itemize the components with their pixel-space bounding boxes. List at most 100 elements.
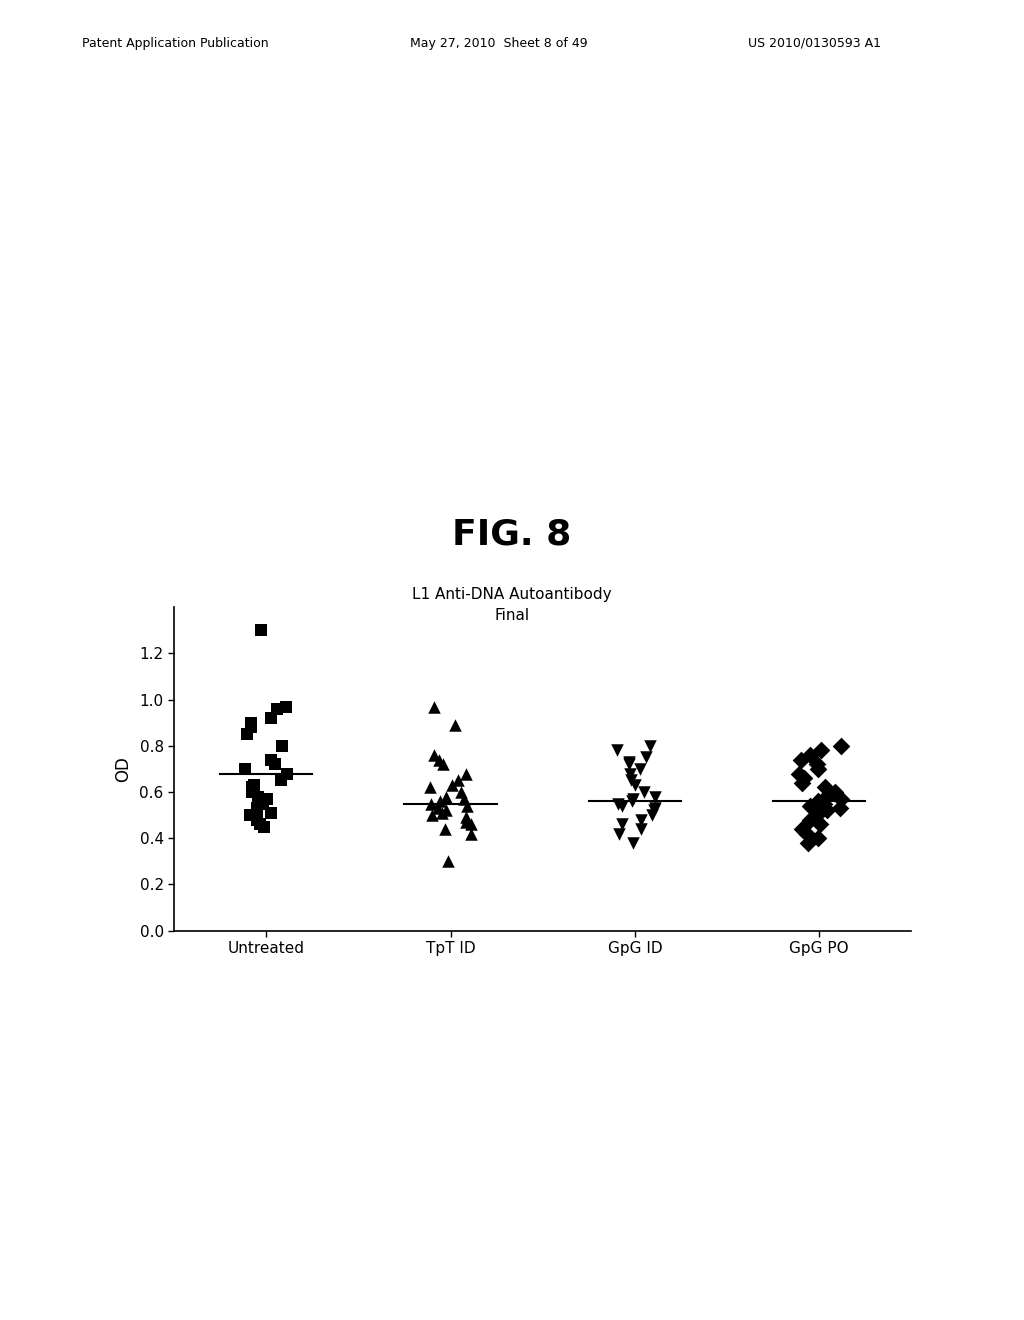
Point	[256, 816, 272, 837]
Point	[249, 797, 265, 818]
Point	[643, 804, 659, 826]
Point	[817, 776, 834, 797]
Point	[459, 763, 475, 784]
Point	[278, 696, 294, 717]
Point	[833, 797, 849, 818]
Point	[438, 800, 455, 821]
Point	[810, 791, 826, 812]
Point	[279, 763, 295, 784]
Point	[463, 813, 479, 836]
Point	[621, 751, 637, 772]
Point	[625, 833, 641, 854]
Point	[246, 775, 262, 796]
Point	[833, 735, 849, 756]
Point	[259, 788, 275, 809]
Point	[625, 788, 641, 809]
Point	[255, 793, 271, 814]
Point	[431, 791, 447, 812]
Point	[623, 770, 639, 791]
Point	[633, 809, 649, 830]
Point	[810, 758, 826, 779]
Point	[243, 717, 259, 738]
Point	[426, 744, 442, 766]
Point	[430, 797, 446, 818]
Point	[268, 698, 285, 719]
Point	[456, 788, 472, 809]
Point	[262, 708, 279, 729]
Point	[647, 797, 664, 818]
Text: FIG. 8: FIG. 8	[453, 517, 571, 552]
Point	[244, 781, 260, 803]
Point	[793, 748, 809, 770]
Point	[808, 804, 824, 826]
Point	[253, 619, 269, 640]
Point	[647, 785, 664, 807]
Point	[646, 800, 663, 821]
Point	[244, 776, 260, 797]
Point	[614, 813, 631, 836]
Point	[609, 793, 626, 814]
Text: Patent Application Publication: Patent Application Publication	[82, 37, 268, 50]
Point	[458, 807, 474, 828]
Point	[423, 793, 439, 814]
Point	[802, 809, 818, 830]
Point	[250, 785, 266, 807]
Point	[802, 744, 818, 766]
Point	[435, 754, 452, 775]
Point	[434, 803, 451, 824]
Point	[252, 813, 268, 836]
Point	[818, 800, 835, 821]
Point	[641, 735, 657, 756]
Text: US 2010/0130593 A1: US 2010/0130593 A1	[748, 37, 881, 50]
Point	[274, 735, 291, 756]
Point	[440, 851, 457, 873]
Point	[272, 770, 289, 791]
Point	[437, 818, 454, 840]
Point	[614, 795, 631, 816]
Point	[262, 748, 279, 770]
Point	[833, 788, 849, 809]
Point	[422, 776, 438, 797]
Point	[263, 803, 280, 824]
Point	[458, 812, 474, 833]
Point	[624, 791, 640, 812]
Point	[463, 824, 479, 845]
Point	[627, 775, 643, 796]
Text: May 27, 2010  Sheet 8 of 49: May 27, 2010 Sheet 8 of 49	[410, 37, 587, 50]
Point	[243, 711, 259, 733]
Point	[621, 754, 637, 775]
Point	[809, 754, 825, 775]
Point	[810, 828, 826, 849]
Point	[802, 795, 818, 816]
Point	[811, 813, 827, 836]
Point	[437, 785, 454, 807]
Point	[636, 781, 652, 803]
Point	[799, 824, 815, 845]
Point	[791, 763, 807, 784]
Point	[638, 747, 654, 768]
Point	[826, 781, 843, 803]
Point	[239, 723, 255, 744]
Point	[425, 696, 441, 717]
Point	[237, 758, 253, 779]
Point	[447, 714, 464, 735]
Point	[813, 739, 829, 760]
Point	[622, 763, 638, 784]
Point	[249, 809, 265, 830]
Point	[632, 758, 648, 779]
Point	[431, 748, 447, 770]
Point	[817, 785, 834, 807]
Point	[800, 833, 816, 854]
Point	[450, 770, 466, 791]
Text: L1 Anti-DNA Autoantibody
Final: L1 Anti-DNA Autoantibody Final	[413, 587, 611, 623]
Point	[633, 818, 649, 840]
Point	[794, 772, 810, 793]
Point	[459, 795, 475, 816]
Point	[424, 804, 440, 826]
Point	[242, 804, 258, 826]
Point	[610, 824, 627, 845]
Point	[267, 754, 284, 775]
Point	[444, 775, 461, 796]
Point	[796, 767, 812, 788]
Y-axis label: OD: OD	[115, 756, 132, 781]
